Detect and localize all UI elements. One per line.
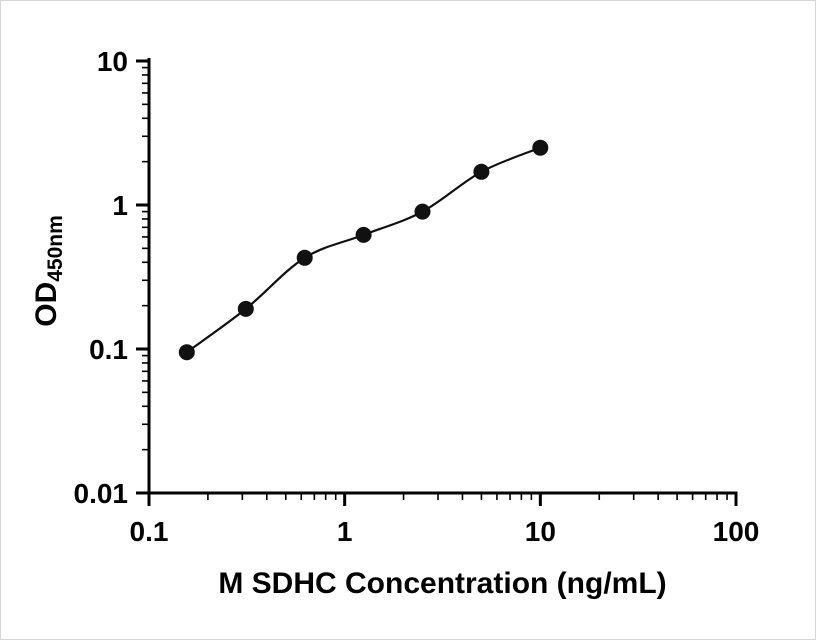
x-axis-title: M SDHC Concentration (ng/mL): [218, 567, 666, 600]
data-point: [355, 226, 372, 243]
x-tick-label: 10: [525, 516, 556, 547]
data-point: [296, 249, 313, 266]
data-point: [414, 203, 431, 220]
data-point: [532, 139, 549, 156]
data-point: [178, 344, 195, 361]
y-axis-title: OD450nm: [30, 215, 67, 327]
axes-spine: [147, 58, 738, 495]
fit-line: [186, 146, 541, 354]
y-tick-label: 0.1: [89, 334, 128, 365]
x-tick-label: 0.1: [130, 516, 169, 547]
x-tick-label: 100: [713, 516, 760, 547]
y-tick-label: 1: [112, 190, 128, 221]
y-tick-label: 0.01: [74, 478, 129, 509]
x-tick-label: 1: [337, 516, 353, 547]
y-tick-label: 10: [97, 46, 128, 77]
data-point: [473, 163, 490, 180]
data-point: [237, 300, 254, 317]
